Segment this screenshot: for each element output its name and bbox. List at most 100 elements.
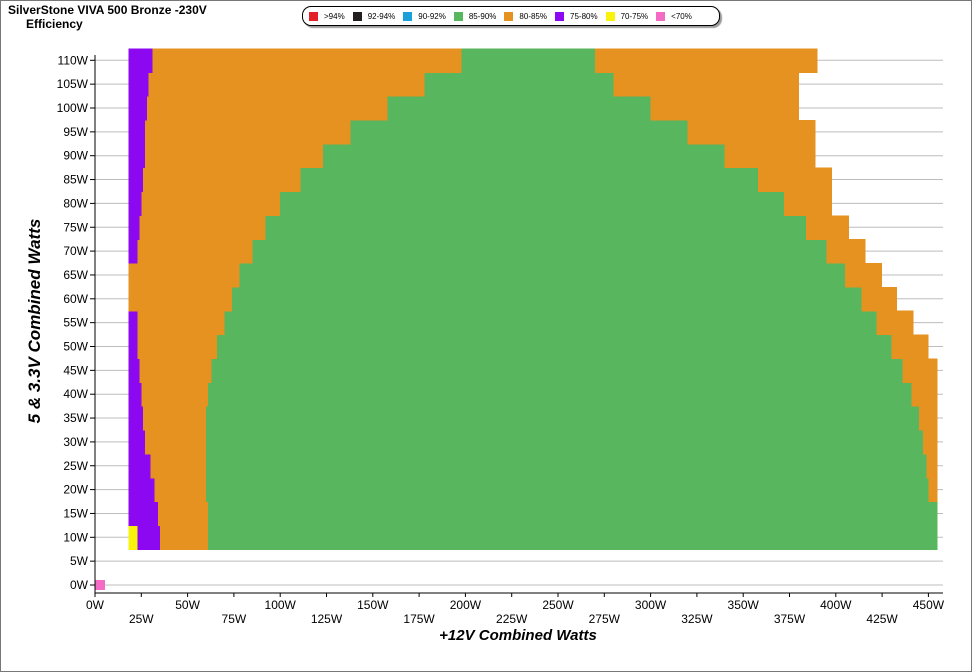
heat-cell: [224, 310, 877, 336]
heat-cell: [139, 215, 266, 240]
y-tick-label: 95W: [63, 125, 88, 139]
heat-cell: [145, 143, 323, 169]
heatmap-cells: [95, 48, 938, 590]
heat-cell: [613, 72, 799, 97]
heat-cell: [128, 525, 138, 550]
x-tick-label: 125W: [311, 612, 343, 626]
heat-cell: [159, 525, 208, 550]
heat-cell: [322, 143, 725, 169]
heat-cell: [211, 358, 903, 383]
x-tick-label: 275W: [589, 612, 621, 626]
heat-point: [95, 580, 105, 590]
chart-subtitle: Efficiency: [26, 17, 83, 31]
heat-cell: [137, 334, 218, 360]
heat-cell: [265, 215, 807, 240]
legend-swatch: [403, 11, 413, 21]
legend-item-70-75: 70-75%: [605, 11, 649, 21]
heat-cell: [206, 406, 920, 431]
heat-cell: [128, 429, 146, 455]
heat-cell: [207, 501, 938, 526]
y-tick-label: 30W: [63, 435, 88, 449]
y-tick-label: 20W: [63, 483, 88, 497]
heat-cell: [424, 72, 614, 97]
legend-label: <70%: [671, 11, 692, 21]
heat-cell: [919, 406, 938, 431]
y-tick-label: 105W: [57, 77, 89, 91]
heat-cell: [650, 96, 799, 121]
heat-cell: [806, 215, 849, 240]
heat-cell: [758, 167, 833, 193]
heat-cell: [922, 429, 938, 455]
heat-cell: [150, 453, 207, 479]
heat-cell: [387, 96, 651, 121]
heat-cell: [911, 382, 938, 407]
heat-cell: [128, 477, 155, 503]
heat-cell: [145, 119, 351, 145]
heat-cell: [157, 501, 208, 526]
x-tick-label: 425W: [866, 612, 898, 626]
heat-cell: [128, 48, 153, 73]
heat-cell: [876, 310, 914, 336]
heat-cell: [152, 48, 462, 73]
heat-cell: [128, 191, 142, 216]
heat-cell: [926, 453, 938, 479]
y-tick-label: 110W: [58, 53, 89, 67]
x-axis-label: +12V Combined Watts: [439, 627, 597, 644]
legend-label: 70-75%: [620, 11, 649, 21]
x-tick-label: 300W: [635, 598, 667, 612]
tick-labels: 0W 5W 10W 15W 20W 25W 30W 35W 40W 45W 50W 55W 60W 65W…: [57, 53, 945, 626]
heat-cell: [137, 310, 225, 336]
y-tick-label: 60W: [63, 292, 88, 306]
legend-item-gt94: >94%: [309, 11, 345, 21]
y-tick-label: 5W: [70, 554, 89, 568]
heat-cell: [350, 119, 688, 145]
x-tick-label: 250W: [542, 598, 574, 612]
legend-item-90-92: 90-92%: [403, 11, 446, 21]
heat-cell: [128, 143, 146, 169]
heat-cell: [128, 406, 144, 431]
heat-cell: [128, 215, 140, 240]
heat-cell: [232, 286, 862, 312]
legend-label: 80-85%: [519, 11, 547, 21]
legend-swatch: [352, 11, 362, 21]
y-tick-label: 40W: [63, 387, 88, 401]
heat-cell: [128, 501, 158, 526]
y-tick-label: 15W: [63, 506, 88, 520]
heat-cell: [128, 310, 138, 336]
legend-item-80-85: 80-85%: [504, 11, 547, 21]
heat-cell: [128, 72, 149, 97]
x-tick-label: 25W: [129, 612, 154, 626]
axes: [90, 55, 943, 597]
heat-cell: [861, 286, 897, 312]
legend-item-85-90: 85-90%: [453, 11, 496, 21]
heat-cell: [207, 525, 938, 550]
heat-cell: [128, 334, 138, 360]
heat-cell: [146, 96, 388, 121]
x-tick-label: 200W: [450, 598, 482, 612]
heat-cell: [724, 143, 816, 169]
y-tick-label: 90W: [63, 149, 88, 163]
legend-swatch: [504, 11, 514, 21]
legend-label: >94%: [324, 11, 345, 21]
heat-cell: [128, 119, 146, 145]
heat-cell: [826, 239, 866, 264]
y-tick-label: 65W: [63, 268, 88, 282]
y-tick-label: 0W: [70, 578, 89, 592]
y-tick-label: 50W: [63, 340, 88, 354]
heat-cell: [145, 429, 207, 455]
y-tick-label: 55W: [63, 316, 88, 330]
y-tick-label: 45W: [63, 363, 88, 377]
heat-cell: [137, 239, 253, 264]
heat-cell: [128, 382, 142, 407]
legend-swatch: [453, 11, 463, 21]
x-tick-label: 350W: [728, 598, 760, 612]
legend-swatch: [605, 11, 615, 21]
heat-cell: [128, 167, 144, 193]
heat-cell: [128, 96, 147, 121]
y-tick-label: 85W: [63, 173, 88, 187]
heat-cell: [206, 453, 927, 479]
x-tick-label: 150W: [357, 598, 389, 612]
heat-cell: [128, 453, 151, 479]
heat-cell: [280, 191, 784, 216]
heat-cell: [206, 477, 929, 503]
